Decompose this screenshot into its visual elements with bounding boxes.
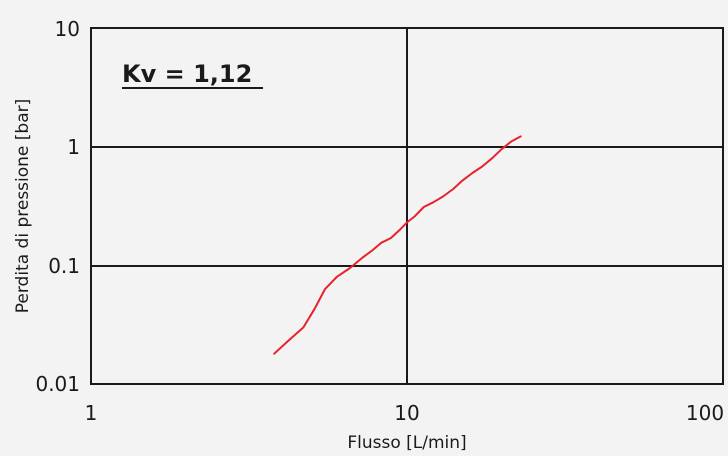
x-axis-label: Flusso [L/min] <box>347 433 466 453</box>
y-tick-label: 1 <box>67 135 80 159</box>
x-tick-label: 1 <box>85 401 98 425</box>
y-tick-label: 0.1 <box>48 254 80 278</box>
y-tick-label: 0.01 <box>35 372 80 396</box>
x-tick-label: 100 <box>686 401 724 425</box>
series-line <box>273 135 522 355</box>
y-tick-label: 10 <box>55 17 80 41</box>
y-axis-label: Perdita di pressione [bar] <box>13 99 33 314</box>
kv-annotation: Kv = 1,12 <box>122 60 252 88</box>
x-tick-label: 10 <box>394 401 419 425</box>
